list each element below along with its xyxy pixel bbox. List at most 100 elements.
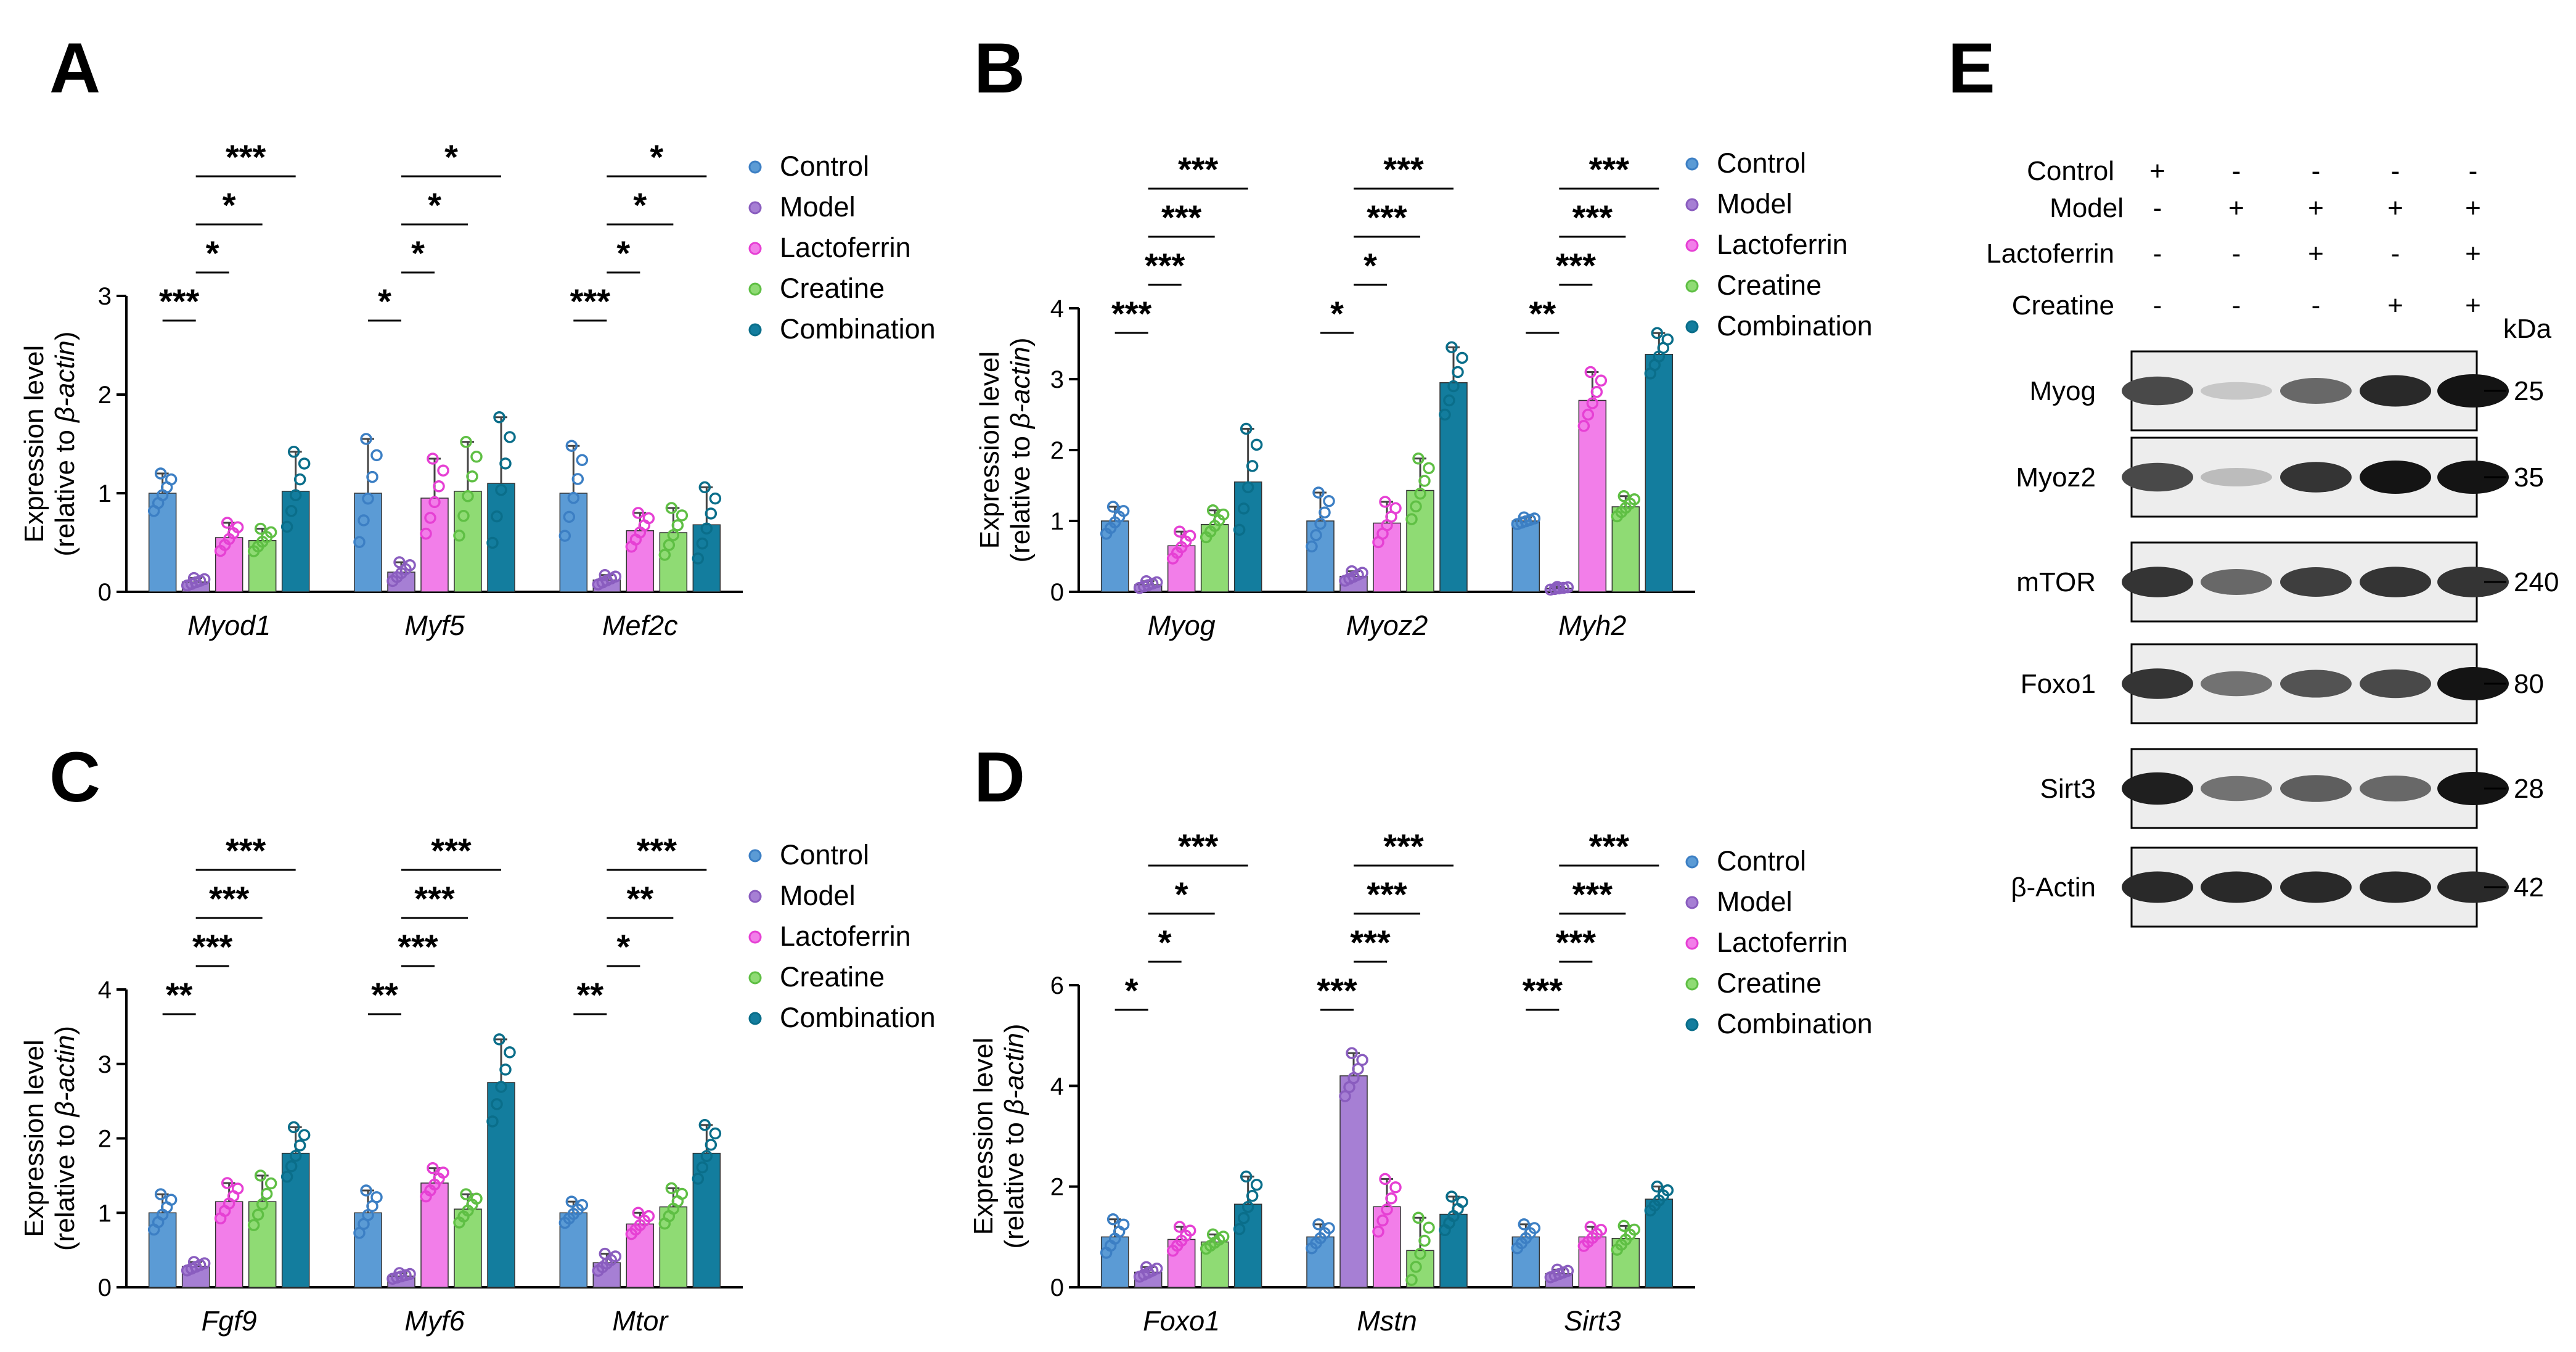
significance-label: **	[166, 975, 193, 1014]
blot-myoz2: Myoz2 35	[2016, 436, 2544, 518]
significance-label: ***	[1161, 198, 1202, 237]
data-point	[247, 1219, 260, 1231]
data-point	[1445, 1190, 1458, 1203]
data-point	[1312, 486, 1325, 499]
legend-label-combination: Combination	[780, 313, 936, 345]
bar-combination	[692, 1152, 721, 1288]
data-point	[491, 510, 503, 523]
data-point	[1385, 1192, 1397, 1205]
legend-marker-model	[1685, 198, 1699, 211]
legend-marker-creatine	[748, 282, 762, 296]
kda-value: 35	[2514, 462, 2544, 493]
legend-label-model: Model	[1717, 188, 1793, 219]
significance-label: *	[1330, 294, 1344, 333]
bar-creatine	[454, 1208, 482, 1288]
data-point	[563, 510, 576, 523]
significance-label: ***	[159, 282, 200, 321]
data-point	[700, 1150, 713, 1162]
data-point	[457, 510, 470, 522]
data-point	[558, 530, 571, 542]
data-point	[289, 1150, 302, 1162]
data-point	[1140, 575, 1153, 588]
data-point	[298, 457, 311, 470]
y-tick-label: 3	[98, 1051, 112, 1078]
protein-label: Foxo1	[2021, 669, 2096, 699]
condition-sign: +	[2465, 239, 2481, 269]
data-point	[1557, 581, 1570, 594]
y-axis-label-line1: Expression level	[975, 351, 1005, 549]
panel-label-C: C	[49, 738, 100, 817]
panel-C: C 0 1 2 3 4 Expression level (relative to β-act…	[19, 738, 936, 1337]
condition-sign: +	[2465, 290, 2481, 321]
condition-sign: +	[2228, 193, 2244, 223]
legend-label-control: Control	[1717, 147, 1806, 179]
data-point	[1246, 460, 1259, 472]
bar-combination	[1645, 354, 1674, 592]
condition-sign: -	[2312, 156, 2321, 186]
data-point	[1240, 422, 1253, 435]
data-point	[665, 1182, 678, 1195]
data-point	[1233, 1223, 1246, 1235]
data-point	[642, 1210, 655, 1223]
y-tick-label: 1	[98, 1200, 112, 1227]
data-point	[1617, 490, 1630, 502]
y-tick-label: 0	[98, 579, 112, 606]
significance-label: ***	[1523, 971, 1563, 1010]
y-tick-label: 2	[98, 382, 112, 409]
data-point	[264, 526, 277, 539]
legend-marker-combination	[748, 1012, 762, 1025]
panel-label-E: E	[1948, 29, 1995, 108]
significance-label: ***	[1556, 923, 1597, 962]
x-category-label: Myh2	[1558, 610, 1626, 641]
condition-label: Model	[2050, 193, 2124, 223]
data-point	[462, 490, 474, 502]
legend-marker-model	[1685, 896, 1699, 909]
condition-sign: -	[2153, 193, 2162, 223]
legend-label-lactoferrin: Lactoferrin	[1717, 927, 1848, 958]
data-point	[353, 536, 366, 548]
data-point	[1418, 475, 1431, 487]
legend-marker-control	[1685, 855, 1699, 869]
data-point	[1414, 487, 1426, 500]
data-point	[1418, 1234, 1431, 1247]
data-point	[1241, 1200, 1254, 1213]
y-tick-label: 0	[98, 1274, 112, 1301]
significance-label: *	[428, 186, 441, 224]
bar-combination	[692, 524, 721, 592]
data-point	[393, 556, 406, 568]
data-point	[676, 1187, 689, 1200]
significance-label: ***	[1572, 198, 1613, 237]
significance-label: ***	[1572, 875, 1613, 914]
kda-value: 25	[2514, 376, 2544, 406]
blot-band	[2122, 462, 2193, 492]
kda-value: 80	[2514, 669, 2544, 699]
x-category-label: Myf5	[404, 610, 465, 641]
panel-A: A 0 1 2 3 Expression level (relative to β-acti…	[19, 29, 936, 641]
data-point	[486, 1115, 499, 1128]
data-point	[1250, 438, 1263, 451]
data-point	[709, 492, 722, 505]
data-point	[154, 467, 167, 480]
significance-label: ***	[1367, 875, 1407, 914]
y-axis-label-line1: Expression level	[19, 345, 49, 543]
protein-label: mTOR	[2016, 567, 2096, 597]
data-point	[460, 1188, 472, 1200]
y-axis-label: Expression level (relative to β-actin)	[19, 1026, 80, 1251]
condition-sign: -	[2232, 156, 2241, 186]
legend-marker-creatine	[1685, 279, 1699, 293]
data-point	[427, 1162, 439, 1174]
legend-marker-lactoferrin	[1685, 239, 1699, 252]
data-point	[486, 536, 499, 549]
blot-foxo1: Foxo1 80	[2021, 643, 2544, 724]
significance-label: **	[1529, 294, 1556, 333]
blot-band	[2360, 871, 2431, 903]
data-point	[427, 453, 439, 465]
legend-label-model: Model	[780, 880, 856, 911]
legend-marker-combination	[748, 323, 762, 337]
significance-label: ***	[1589, 150, 1630, 189]
data-point	[1346, 1047, 1358, 1059]
data-point	[1651, 1180, 1664, 1193]
data-point	[1314, 517, 1327, 530]
significance-label: *	[223, 186, 236, 224]
data-point	[280, 520, 293, 533]
